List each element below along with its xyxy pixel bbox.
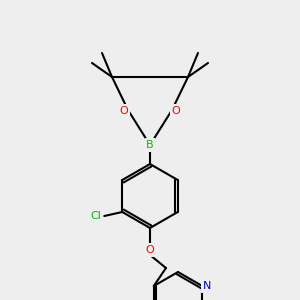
- Text: N: N: [203, 281, 212, 291]
- Text: O: O: [172, 106, 180, 116]
- Text: Cl: Cl: [91, 211, 102, 221]
- Text: O: O: [120, 106, 128, 116]
- Text: O: O: [146, 245, 154, 255]
- Text: B: B: [146, 140, 154, 150]
